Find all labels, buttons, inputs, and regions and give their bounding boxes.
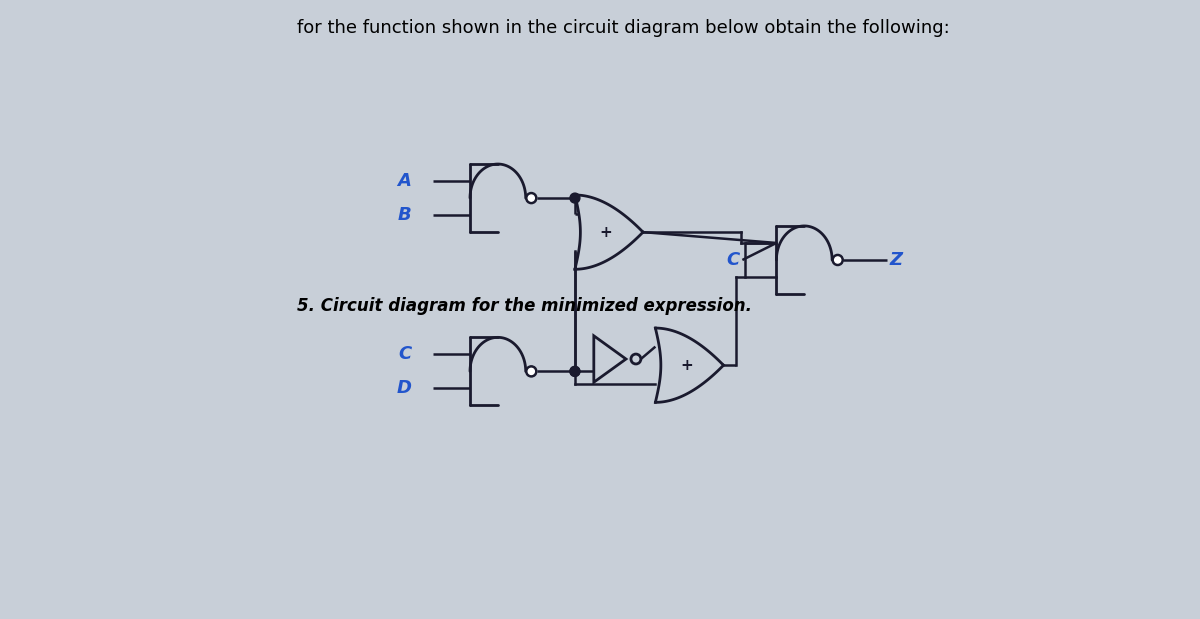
- Text: Z: Z: [889, 251, 902, 269]
- Circle shape: [526, 366, 536, 377]
- Circle shape: [570, 366, 580, 376]
- Text: A: A: [397, 172, 412, 190]
- Circle shape: [835, 257, 841, 263]
- Circle shape: [528, 195, 534, 201]
- Text: +: +: [680, 358, 694, 373]
- Circle shape: [570, 193, 580, 203]
- Text: +: +: [600, 225, 612, 240]
- Circle shape: [526, 193, 536, 204]
- Text: C: C: [398, 345, 412, 363]
- Circle shape: [570, 366, 580, 376]
- Circle shape: [528, 368, 534, 374]
- Text: B: B: [397, 206, 412, 224]
- Circle shape: [832, 254, 844, 266]
- Text: for the function shown in the circuit diagram below obtain the following:: for the function shown in the circuit di…: [296, 19, 949, 37]
- Text: C: C: [726, 251, 739, 269]
- Text: D: D: [396, 379, 412, 397]
- Text: 5. Circuit diagram for the minimized expression.: 5. Circuit diagram for the minimized exp…: [296, 297, 751, 315]
